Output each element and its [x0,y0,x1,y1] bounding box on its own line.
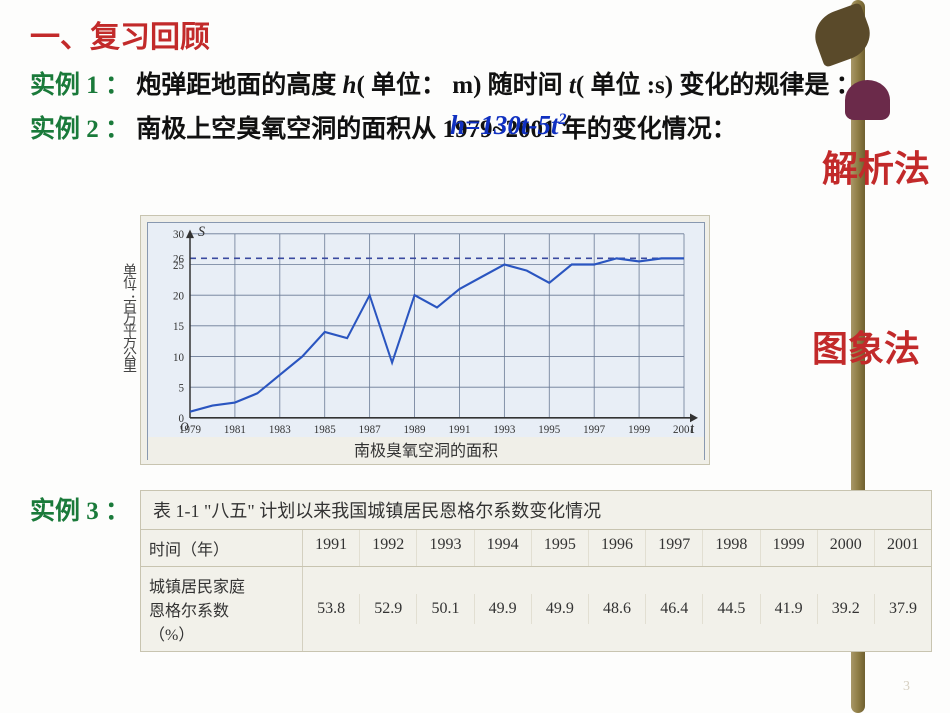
year-cell: 2001 [875,530,931,566]
svg-text:20: 20 [173,290,184,302]
svg-text:15: 15 [173,321,184,333]
chart-svg: 0510152025263019791981198319851987198919… [148,223,704,459]
row-header-line1: 城镇居民家庭 [149,573,245,597]
year-cell: 1998 [703,530,760,566]
svg-text:1981: 1981 [224,424,246,436]
svg-text:S: S [198,224,206,241]
value-cell: 39.2 [818,594,875,624]
value-cell: 44.5 [703,594,760,624]
value-cell: 49.9 [532,594,589,624]
svg-text:1987: 1987 [359,424,381,436]
year-cell: 1995 [532,530,589,566]
value-cell: 46.4 [646,594,703,624]
row-header-line2: 恩格尔系数 [149,597,229,621]
year-cell: 1999 [761,530,818,566]
value-cell: 49.9 [475,594,532,624]
example-1-block: 实例 1 ： 炮弹距地面的高度 h( 单位： m) 随时间 t( 单位 :s) … [30,66,920,106]
year-cell: 1991 [303,530,360,566]
svg-text:O: O [180,419,189,434]
var-t: t [569,72,576,99]
example-3-label: 实例 3 ： [30,498,130,525]
value-cell: 48.6 [589,594,646,624]
ozone-chart: 单位：百万平方公里 051015202526301979198119831985… [140,215,710,465]
table-row-values: 城镇居民家庭 恩格尔系数 （%） 53.852.950.149.949.948.… [141,566,931,651]
slide-content: 一、复习回顾 实例 1 ： 炮弹距地面的高度 h( 单位： m) 随时间 t( … [0,0,950,713]
value-cell: 53.8 [303,594,360,624]
svg-text:10: 10 [173,351,184,363]
value-cells: 53.852.950.149.949.948.646.444.541.939.2… [303,567,931,651]
chart-plot-area: 单位：百万平方公里 051015202526301979198119831985… [147,222,705,460]
example-2-text: 南极上空臭氧空洞的面积从 1979~2001 年的变化情况： [136,116,737,143]
svg-text:1993: 1993 [493,424,515,436]
value-cell: 37.9 [875,594,931,624]
svg-text:1999: 1999 [628,424,650,436]
var-h: h [343,72,357,99]
chart-caption: 南极臭氧空洞的面积 [148,437,704,461]
row-header-line3: （%） [149,621,194,645]
svg-text:30: 30 [173,229,184,241]
chart-y-axis-label: 单位：百万平方公里 [118,263,138,371]
table-title: 表 1-1 "八五" 计划以来我国城镇居民恩格尔系数变化情况 [141,491,931,529]
year-cells: 1991199219931994199519961997199819992000… [303,530,931,566]
method-1: 解析法 [822,140,930,192]
year-cell: 1994 [475,530,532,566]
section-heading: 一、复习回顾 [30,12,920,56]
svg-text:1991: 1991 [448,424,470,436]
year-cell: 1993 [417,530,474,566]
example-1-label: 实例 1 ： [30,72,130,99]
method-2: 图象法 [812,320,920,372]
svg-text:26: 26 [173,253,184,265]
value-cell: 50.1 [417,594,474,624]
svg-text:1995: 1995 [538,424,560,436]
row-header-year: 时间（年） [141,530,303,566]
example-1-formula: h=130t-5t2 [450,104,566,147]
row-header-engel: 城镇居民家庭 恩格尔系数 （%） [141,567,303,651]
svg-text:1989: 1989 [404,424,426,436]
example-1-text-b: ( 单位： m) 随时间 [356,72,568,99]
year-cell: 1997 [646,530,703,566]
svg-text:1985: 1985 [314,424,336,436]
engel-table: 表 1-1 "八五" 计划以来我国城镇居民恩格尔系数变化情况 时间（年） 199… [140,490,932,652]
example-3-block: 实例 3 ： [30,492,130,532]
value-cell: 41.9 [761,594,818,624]
svg-text:1997: 1997 [583,424,605,436]
table-row-years: 时间（年） 1991199219931994199519961997199819… [141,529,931,566]
svg-text:1983: 1983 [269,424,291,436]
year-cell: 1996 [589,530,646,566]
example-1-text-c: ( 单位 :s) 变化的规律是 ： [576,72,861,99]
example-2-label: 实例 2 ： [30,116,130,143]
slide-number: 3 [903,679,910,695]
example-1-text-a: 炮弹距地面的高度 [136,72,342,99]
svg-text:5: 5 [178,382,184,394]
value-cell: 52.9 [360,594,417,624]
year-cell: 2000 [818,530,875,566]
year-cell: 1992 [360,530,417,566]
